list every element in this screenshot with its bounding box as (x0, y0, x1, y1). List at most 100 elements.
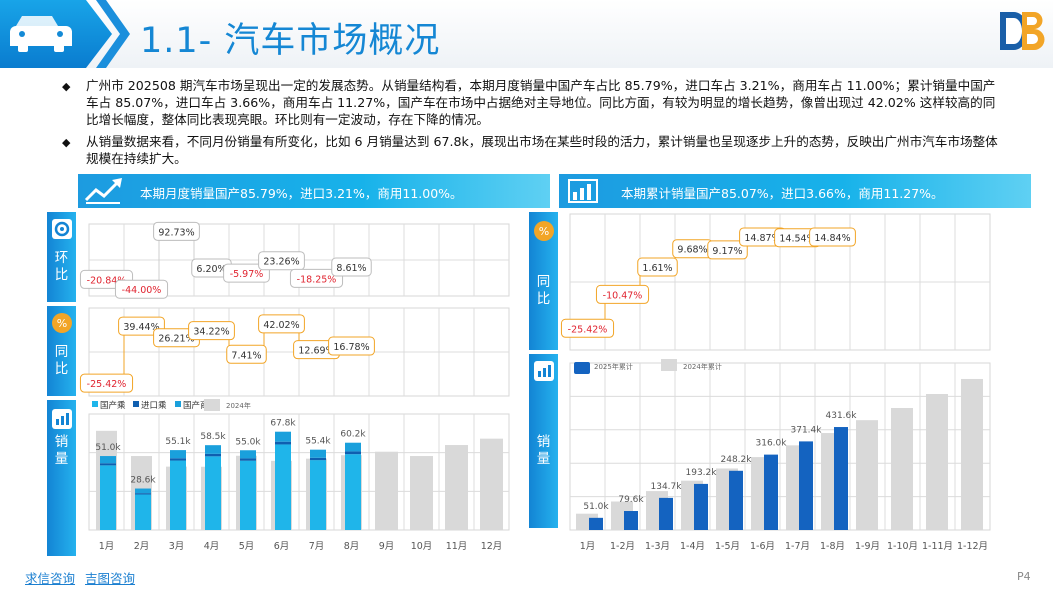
monthly_mom-label-box (223, 263, 270, 283)
monthly_sales-tick-label: 9月 (379, 541, 395, 552)
monthly_yoy-data-label: -25.42% (87, 379, 127, 390)
bar-国产乘 (100, 465, 116, 530)
cumulative_yoy-label-box (637, 257, 678, 277)
side-label-sales: 销 量 (47, 400, 76, 556)
monthly_mom-data-label: -18.25% (297, 274, 337, 285)
monthly-total-label: 67.8k (270, 419, 296, 429)
cumulative-value-label: 79.6k (618, 495, 644, 505)
footer-link-2[interactable]: 吉图咨询 (85, 571, 136, 586)
monthly_yoy-data-label: 39.44% (123, 322, 159, 333)
monthly-total-label: 55.1k (165, 437, 191, 447)
bar-进口乘 (240, 458, 256, 461)
monthly_mom-data-label: 8.61% (336, 263, 366, 274)
cumulative-value-label: 134.7k (651, 482, 683, 492)
cumulative_sales-tick-label: 1-11月 (922, 541, 953, 552)
bar-2025-cumulative (624, 511, 638, 530)
bar-2024 (375, 451, 398, 530)
cumulative-legend-swatch (574, 362, 590, 374)
cumulative_yoy-data-label: 14.84% (814, 233, 850, 244)
cumulative_yoy-data-label: -25.42% (568, 324, 608, 335)
svg-text:%: % (56, 317, 66, 330)
monthly-banner: 本期月度销量国产85.79%，进口3.21%，商用11.00%。 (78, 174, 550, 208)
monthly_yoy-label-box (118, 316, 165, 336)
monthly-total-label: 51.0k (95, 443, 121, 453)
monthly_yoy-label-box (188, 321, 235, 341)
monthly-legend-swatch (92, 401, 98, 407)
bar-2024 (410, 456, 433, 530)
bar-国产商 (240, 450, 256, 459)
cumulative-value-label: 371.4k (791, 425, 823, 435)
cumulative_sales-tick-label: 1-5月 (715, 541, 740, 552)
monthly_sales-tick-label: 5月 (239, 541, 255, 552)
cumulative-legend-swatch (661, 359, 677, 371)
cumulative-legend-label: 2024年累计 (683, 362, 722, 371)
bar-进口乘 (100, 463, 116, 466)
footer-link-1[interactable]: 求信咨询 (25, 571, 76, 586)
footer-links: 求信咨询 吉图咨询 (25, 568, 141, 587)
monthly_mom-data-label: -5.97% (230, 269, 264, 280)
monthly_mom-data-label: -20.84% (87, 275, 127, 286)
cumulative-value-label: 316.0k (756, 439, 788, 449)
monthly-legend-label: 2024年 (226, 401, 251, 410)
bar-2025-cumulative (799, 441, 813, 530)
monthly_yoy-data-label: 34.22% (193, 327, 229, 338)
monthly_sales-tick-label: 10月 (411, 541, 433, 552)
side-label-mom: 环 比 (47, 212, 76, 302)
bar-进口乘 (275, 441, 291, 445)
bar-2025-cumulative (764, 454, 778, 530)
monthly_mom-data-label: 23.26% (263, 257, 299, 268)
brand-logo (1000, 12, 1045, 50)
bar-2025-cumulative (729, 470, 743, 530)
monthly-total-label: 60.2k (340, 430, 366, 440)
side-label-cum-sales: 销 量 (529, 354, 558, 528)
page-title: 1.1- 汽车市场概况 (140, 21, 441, 61)
page-number: P4 (1017, 570, 1031, 583)
monthly_sales-tick-label: 2月 (134, 541, 150, 552)
cumulative_sales-tick-label: 1-12月 (957, 541, 988, 552)
monthly-total-label: 55.4k (305, 437, 331, 447)
bar-国产商 (275, 431, 291, 442)
monthly_sales-tick-label: 3月 (169, 541, 185, 552)
cumulative-legend-label: 2025年累计 (594, 362, 633, 371)
monthly-total-label: 28.6k (130, 476, 156, 486)
svg-text:%: % (538, 225, 548, 238)
bar-进口乘 (310, 457, 326, 461)
side-label-sales-text: 销 量 (54, 434, 69, 467)
monthly-total-label: 58.5k (200, 432, 226, 442)
monthly-legend-label: 国产商 (183, 400, 209, 411)
monthly_yoy-data-label: 16.78% (333, 342, 369, 353)
cumulative_sales-tick-label: 1-7月 (785, 541, 810, 552)
bar-国产商 (100, 456, 116, 464)
cumulative_sales-tick-label: 1-3月 (645, 541, 670, 552)
side-label-yoy: % 同 比 (47, 306, 76, 396)
car-icon (10, 16, 72, 52)
monthly-total-label: 55.0k (235, 437, 261, 447)
side-label-yoy-text: 同 比 (54, 344, 69, 377)
bar-国产商 (170, 450, 186, 459)
side-label-mom-text: 环 比 (54, 250, 69, 283)
monthly_yoy-label-box (328, 336, 375, 356)
side-label-cum-yoy: % 同 比 (529, 212, 558, 350)
monthly_mom-label-box (114, 279, 169, 299)
monthly_sales-tick-label: 4月 (204, 541, 220, 552)
bullet-text: 广州市 202508 期汽车市场呈现出一定的发展态势。从销量结构看，本期月度销量… (86, 78, 996, 127)
monthly_yoy-label-box (226, 344, 267, 364)
monthly_mom-label-box (331, 257, 372, 277)
monthly_sales-tick-label: 7月 (309, 541, 325, 552)
bar-国产商 (135, 488, 151, 494)
header-chevron (96, 0, 130, 68)
cumulative_yoy-data-label: 14.54% (779, 234, 815, 245)
monthly_yoy-data-label: 7.41% (231, 350, 261, 361)
monthly-legend-label: 国产乘 (100, 400, 126, 411)
cumulative_yoy-data-label: 1.61% (642, 263, 672, 274)
monthly_mom-data-label: 92.73% (158, 227, 194, 238)
bar-进口乘 (205, 453, 221, 457)
cumulative_sales-tick-label: 1-6月 (750, 541, 775, 552)
monthly_yoy-label-box (79, 373, 134, 393)
monthly-legend-swatch (133, 401, 139, 407)
bar-进口乘 (135, 493, 151, 495)
cumulative-banner-text: 本期累计销量国产85.07%，进口3.66%，商用11.27%。 (621, 186, 944, 201)
bar-2024 (480, 438, 503, 530)
bar-国产乘 (240, 460, 256, 530)
